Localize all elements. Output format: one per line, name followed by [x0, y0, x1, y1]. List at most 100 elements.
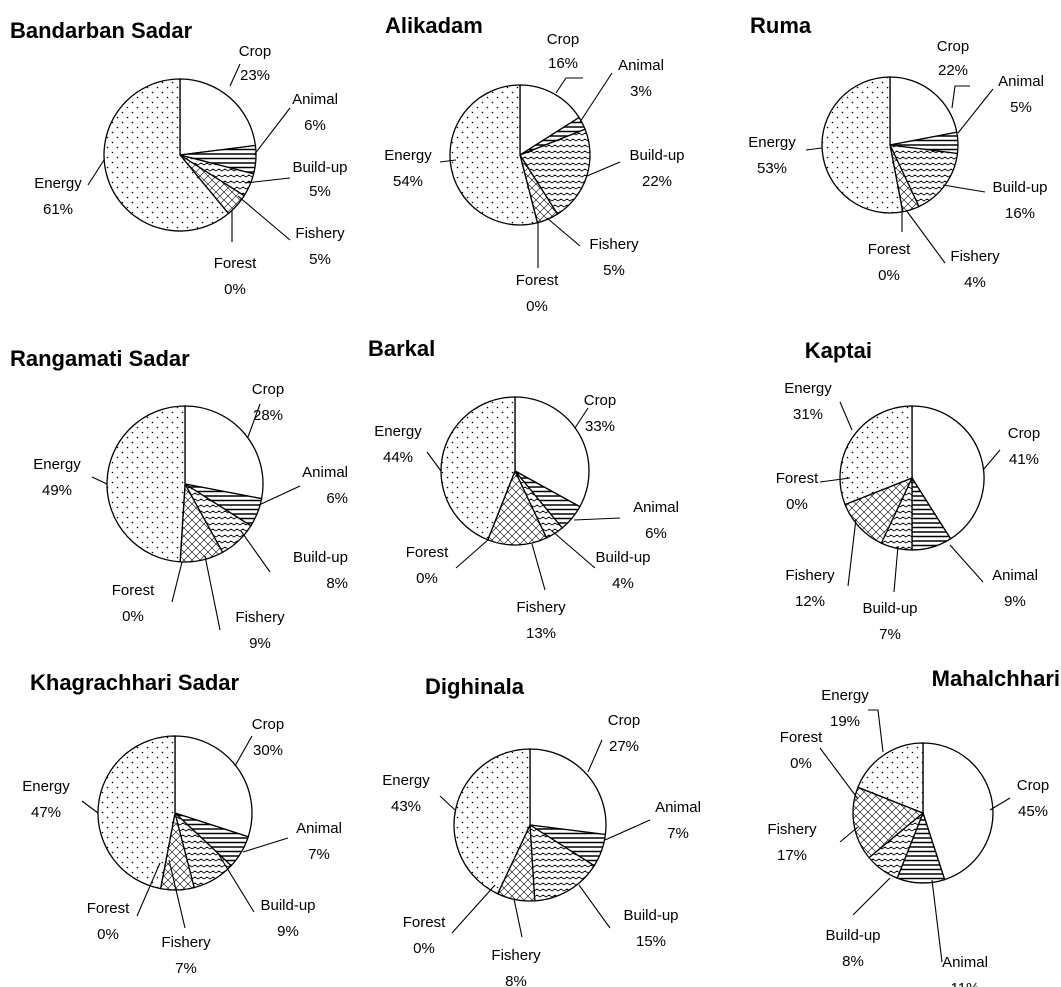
slice-value-forest: 0%	[416, 570, 438, 587]
slice-value-energy: 53%	[757, 160, 787, 177]
slice-label-fishery: Fishery	[589, 236, 639, 253]
leader-line-build-up	[578, 884, 611, 929]
chart-title: Khagrachhari Sadar	[30, 670, 240, 695]
slice-value-crop: 27%	[609, 738, 639, 755]
slice-value-animal: 7%	[667, 825, 689, 842]
slice-value-forest: 0%	[790, 755, 812, 772]
pie-slice-energy	[440, 396, 516, 541]
leader-line-build-up	[586, 161, 621, 177]
slice-label-crop: Crop	[239, 43, 272, 60]
slice-label-forest: Forest	[406, 544, 449, 561]
slice-value-crop: 45%	[1018, 803, 1048, 820]
slice-value-energy: 49%	[42, 482, 72, 499]
leader-line-forest	[136, 862, 161, 917]
leader-line-energy	[426, 451, 442, 472]
slice-label-crop: Crop	[252, 381, 285, 398]
leader-line-forest	[455, 538, 490, 569]
leader-line-build-up	[852, 877, 891, 916]
pie-slice-energy	[821, 76, 904, 214]
slice-value-animal: 6%	[645, 525, 667, 542]
leader-line-fishery	[531, 543, 546, 591]
slice-label-build-up: Build-up	[595, 549, 650, 566]
slice-label-fishery: Fishery	[235, 609, 285, 626]
pie-slice-crop	[889, 76, 958, 146]
slice-value-animal: 7%	[308, 846, 330, 863]
slice-label-energy: Energy	[22, 778, 70, 795]
slice-label-forest: Forest	[776, 470, 819, 487]
leader-line-animal	[579, 72, 613, 123]
pie-chart-bandarban-sadar: Bandarban Sadar Crop 23% Animal 6% Build-up 5%…	[10, 18, 348, 298]
slice-value-fishery: 12%	[795, 593, 825, 610]
pie-chart-ruma: Ruma Crop 22% Animal 5% Build-up 16% Fishery 4% F…	[748, 13, 1047, 291]
chart-title: Mahalchhari	[932, 666, 1060, 691]
leader-line-animal	[253, 107, 291, 156]
pie-slice-crop	[519, 84, 581, 157]
leader-line-crop	[574, 407, 589, 429]
leader-line-build-up	[551, 530, 596, 569]
slice-value-energy: 43%	[391, 798, 421, 815]
slice-label-animal: Animal	[302, 464, 348, 481]
slice-value-animal: 5%	[1010, 99, 1032, 116]
slice-label-fishery: Fishery	[295, 225, 345, 242]
slice-label-forest: Forest	[403, 914, 446, 931]
pie-slice-energy	[106, 405, 186, 563]
pie-slice-crop	[529, 748, 607, 836]
slice-value-animal: 11%	[951, 980, 980, 987]
leader-line-build-up	[942, 184, 986, 193]
slice-label-animal: Animal	[633, 499, 679, 516]
leader-line-forest	[819, 747, 859, 800]
slice-value-animal: 6%	[326, 490, 348, 507]
leader-line-crop	[982, 449, 1001, 471]
slice-value-crop: 22%	[938, 62, 968, 79]
slice-label-forest: Forest	[516, 272, 559, 289]
leader-line-animal	[931, 879, 943, 963]
pie-slice-energy	[97, 735, 176, 890]
slice-value-energy: 61%	[43, 201, 73, 218]
leader-line-fishery	[905, 209, 946, 264]
slice-label-energy: Energy	[382, 772, 430, 789]
slice-value-build-up: 22%	[642, 173, 672, 190]
pie-slice-energy	[103, 78, 230, 232]
leader-line-build-up	[240, 530, 271, 573]
pie-slice-fishery	[486, 469, 548, 546]
leader-line-fishery	[839, 826, 859, 843]
leader-line-energy	[87, 159, 105, 186]
slice-value-fishery: 13%	[526, 625, 556, 642]
slice-value-energy: 19%	[830, 713, 860, 730]
slice-value-fishery: 5%	[603, 262, 625, 279]
slice-label-crop: Crop	[547, 31, 580, 48]
pie-slice-fishery	[852, 786, 925, 859]
slice-label-energy: Energy	[821, 687, 869, 704]
leader-line-forest	[819, 477, 851, 483]
chart-title: Ruma	[750, 13, 812, 38]
slice-label-fishery: Fishery	[491, 947, 541, 964]
leader-line-energy	[439, 795, 456, 811]
slice-label-crop: Crop	[1008, 425, 1041, 442]
leader-line-crop	[247, 403, 261, 438]
slice-label-build-up: Build-up	[293, 549, 348, 566]
slice-label-crop: Crop	[937, 38, 970, 55]
slice-value-build-up: 8%	[326, 575, 348, 592]
slice-value-fishery: 8%	[505, 973, 527, 987]
pie-slice-energy	[449, 84, 539, 226]
slice-value-build-up: 7%	[879, 626, 901, 643]
leader-line-fishery	[204, 555, 221, 631]
slice-value-crop: 33%	[585, 418, 615, 435]
slice-value-fishery: 4%	[964, 274, 986, 291]
slice-value-build-up: 16%	[1005, 205, 1035, 222]
slice-label-animal: Animal	[655, 799, 701, 816]
slice-value-build-up: 4%	[612, 575, 634, 592]
slice-value-crop: 16%	[548, 55, 578, 72]
leader-line-animal	[604, 819, 651, 841]
chart-title: Dighinala	[425, 674, 525, 699]
pie-slice-build-up	[519, 128, 591, 216]
slice-value-crop: 30%	[253, 742, 283, 759]
slice-label-energy: Energy	[784, 380, 832, 397]
chart-title: Rangamati Sadar	[10, 346, 190, 371]
slice-label-fishery: Fishery	[767, 821, 817, 838]
pie-chart-khagrachhari-sadar: Khagrachhari Sadar Crop 30% Animal 7% Build-u…	[22, 670, 342, 977]
slice-value-crop: 41%	[1009, 451, 1039, 468]
pie-slice-crop	[174, 735, 253, 838]
leader-line-crop	[234, 735, 253, 767]
slice-value-build-up: 15%	[636, 933, 666, 950]
